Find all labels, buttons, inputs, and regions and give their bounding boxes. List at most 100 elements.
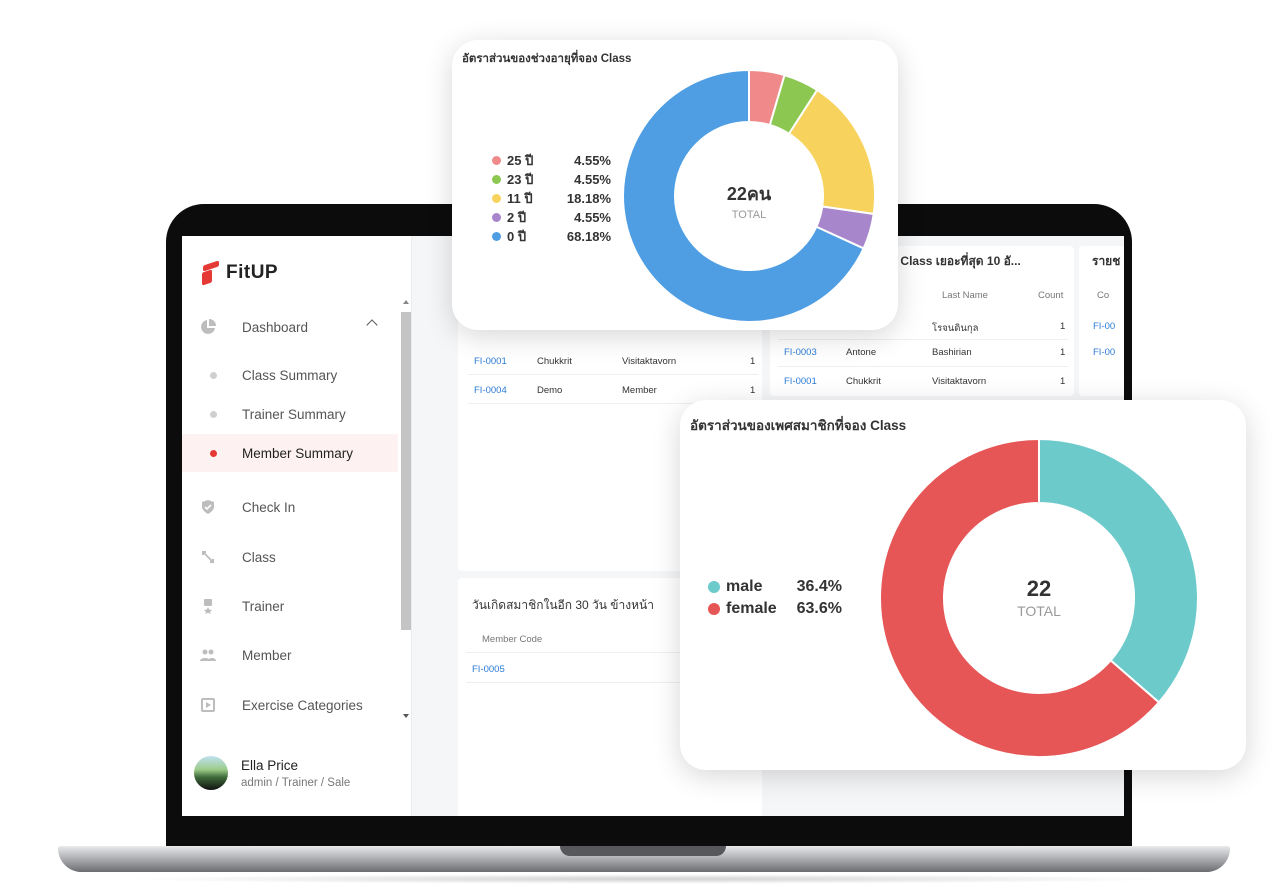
donut-slice-male[interactable]: [1038, 437, 1199, 704]
table-row-code[interactable]: FI-0004: [474, 385, 507, 396]
table-row-first: Antone: [846, 347, 877, 358]
user-name: Ella Price: [241, 758, 299, 773]
people-icon: [200, 649, 216, 661]
gender-chart-total-value: 22: [1026, 576, 1052, 601]
sidebar-scrollbar[interactable]: [400, 300, 411, 724]
row-divider: [468, 374, 758, 375]
legend-label: 23 ปี: [507, 172, 534, 187]
legend-item[interactable]: 23 ปี 4.55%: [492, 169, 611, 190]
legend-label: 25 ปี: [507, 153, 534, 168]
sidebar-item-class-summary[interactable]: Class Summary: [182, 356, 398, 394]
age-chart-total-value: 22คน: [726, 184, 772, 204]
table-row-first: Chukkrit: [537, 356, 572, 367]
row-divider: [466, 682, 756, 683]
row-divider: [466, 652, 756, 653]
table-row-count: 1: [1060, 321, 1066, 332]
brand-logo[interactable]: FitUP: [200, 258, 278, 288]
sidebar-item-check-in[interactable]: Check In: [182, 488, 398, 526]
legend-marker: [492, 213, 501, 222]
row-divider: [778, 366, 1068, 367]
table-row-code[interactable]: FI-0003: [784, 347, 817, 358]
legend-item[interactable]: 0 ปี 68.18%: [492, 226, 611, 247]
table-row-last: Visitaktavorn: [932, 376, 987, 387]
table-row-last: Member: [622, 385, 657, 396]
legend-item[interactable]: 25 ปี 4.55%: [492, 150, 611, 171]
legend-label: male: [726, 578, 763, 595]
legend-value: 68.18%: [566, 229, 611, 244]
brand-name: FitUP: [226, 262, 279, 283]
age-chart-card: อัตราส่วนของช่วงอายุที่จอง Class 25 ปี 4.…: [452, 40, 898, 330]
sidebar-item-label: Check In: [242, 499, 296, 515]
donut-slice-female[interactable]: [879, 437, 1161, 758]
scroll-up-arrow-icon[interactable]: [403, 300, 409, 304]
sidebar-item-trainer-summary[interactable]: Trainer Summary: [182, 395, 398, 433]
laptop-shadow: [120, 874, 1180, 884]
sidebar-item-label: Dashboard: [242, 319, 309, 335]
laptop-notch: [560, 846, 726, 856]
fitup-logo-icon: [200, 260, 220, 286]
table-row-count: 1: [750, 356, 756, 367]
bullet-icon: [210, 411, 217, 418]
legend-marker: [708, 603, 720, 615]
bullet-icon: [210, 372, 217, 379]
user-profile[interactable]: Ella Price admin / Trainer / Sale: [192, 754, 402, 800]
table-row-code[interactable]: FI-0001: [784, 376, 817, 387]
legend-marker: [492, 156, 501, 165]
sidebar: FitUP Dashboard Class Summary Trainer Su…: [182, 236, 412, 816]
avatar[interactable]: [194, 756, 228, 790]
gender-donut-chart: [879, 437, 1199, 758]
table-row-last: Visitaktavorn: [622, 356, 677, 367]
column-header-count[interactable]: Count: [1038, 290, 1064, 301]
legend-label: 11 ปี: [507, 191, 533, 206]
legend-value: 63.6%: [796, 600, 842, 617]
table-row-code[interactable]: FI-00: [1093, 321, 1116, 332]
table-row-count: 1: [1060, 376, 1066, 387]
table-row-code[interactable]: FI-00: [1093, 347, 1116, 358]
table-row-code[interactable]: FI-0001: [474, 356, 507, 367]
sidebar-item-trainer[interactable]: Trainer: [182, 587, 398, 625]
row-divider: [468, 403, 758, 404]
sidebar-item-label: Member: [242, 647, 292, 663]
legend-value: 18.18%: [566, 191, 611, 206]
donut-slice-0-ปี[interactable]: [622, 68, 865, 323]
top-right-title: รายช: [1092, 254, 1121, 268]
scroll-down-arrow-icon[interactable]: [403, 714, 409, 718]
sidebar-item-label: Exercise Categories: [242, 697, 363, 713]
table-row-count: 1: [1060, 347, 1066, 358]
sidebar-item-label: Trainer Summary: [242, 406, 346, 422]
video-icon: [201, 698, 215, 712]
legend-label: 2 ปี: [507, 210, 527, 225]
column-header-member-code[interactable]: Member Code: [482, 634, 543, 645]
sidebar-item-label: Class: [242, 549, 276, 565]
legend-item[interactable]: female 63.6%: [708, 600, 842, 618]
age-donut-chart: [622, 68, 876, 323]
age-chart-center: 22คน TOTAL: [699, 179, 799, 221]
scrollbar-thumb[interactable]: [401, 312, 411, 630]
table-row-code[interactable]: FI-0005: [472, 664, 505, 675]
top-right-card: รายช Co FI-00 FI-00: [1079, 246, 1124, 396]
column-header-last[interactable]: Last Name: [942, 290, 988, 301]
chevron-up-icon[interactable]: [366, 319, 378, 331]
sidebar-item-member[interactable]: Member: [182, 636, 398, 674]
legend-marker: [492, 232, 501, 241]
sidebar-item-exercise-categories[interactable]: Exercise Categories: [182, 686, 398, 724]
age-chart-total-label: TOTAL: [731, 209, 767, 221]
sidebar-item-label: Trainer: [242, 598, 285, 614]
table-row-last: Bashirian: [932, 347, 972, 358]
user-role: admin / Trainer / Sale: [241, 777, 351, 789]
sidebar-item-class[interactable]: Class: [182, 538, 398, 576]
legend-item[interactable]: 11 ปี 18.18%: [492, 188, 611, 209]
table-row-first: Chukkrit: [846, 376, 881, 387]
dumbbell-icon: [202, 551, 214, 563]
legend-item[interactable]: male 36.4%: [708, 578, 842, 596]
legend-value: 36.4%: [796, 578, 842, 595]
column-header-code[interactable]: Co: [1097, 290, 1110, 301]
sidebar-item-dashboard[interactable]: Dashboard: [182, 308, 398, 346]
legend-item[interactable]: 2 ปี 4.55%: [492, 207, 611, 228]
table-row-last: โรจนดินกุล: [932, 323, 979, 334]
birthday-card-title: วันเกิดสมาชิกในอีก 30 วัน ข้างหน้า: [472, 598, 654, 612]
check-badge-icon: [202, 500, 214, 514]
gender-chart-title: อัตราส่วนของเพศสมาชิกที่จอง Class: [690, 418, 907, 433]
row-divider: [778, 339, 1068, 340]
sidebar-item-member-summary[interactable]: Member Summary: [182, 434, 398, 472]
